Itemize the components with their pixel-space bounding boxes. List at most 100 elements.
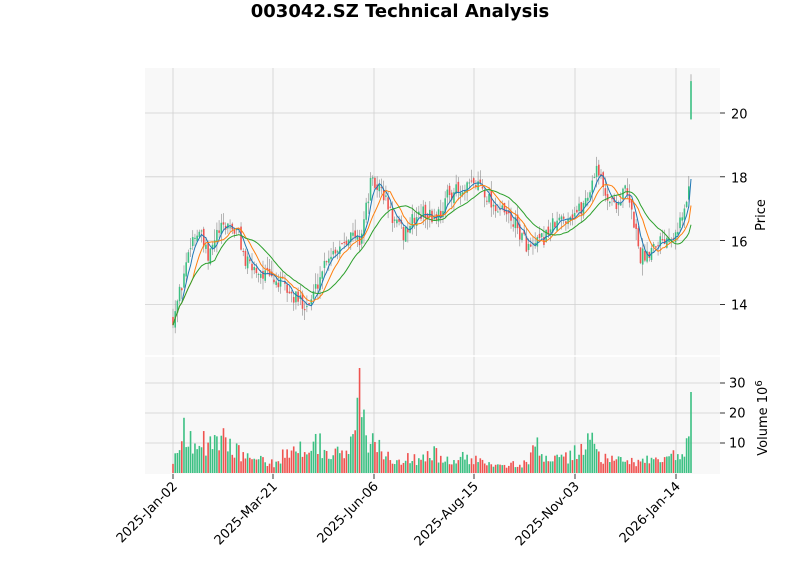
candle-body bbox=[685, 201, 688, 208]
candle-body bbox=[284, 281, 286, 284]
candle-body bbox=[655, 246, 657, 248]
volume-bar bbox=[677, 454, 679, 473]
volume-bar bbox=[270, 459, 273, 473]
volume-bar bbox=[422, 454, 425, 473]
volume-bar bbox=[661, 462, 664, 473]
volume-bar bbox=[371, 433, 374, 473]
price-tick-label: 14 bbox=[731, 299, 748, 314]
candle-body bbox=[508, 210, 510, 214]
volume-bar bbox=[321, 458, 324, 473]
volume-bar bbox=[655, 457, 657, 473]
price-axis-label: Price bbox=[754, 199, 769, 231]
volume-bar bbox=[554, 455, 556, 473]
volume-bar bbox=[521, 467, 523, 473]
volume-bar bbox=[259, 455, 262, 473]
candle-body bbox=[584, 198, 587, 207]
volume-bar bbox=[360, 417, 363, 473]
candle-body bbox=[615, 202, 618, 210]
volume-bar bbox=[398, 459, 400, 473]
moving-averages bbox=[172, 174, 692, 326]
candle-body bbox=[571, 214, 574, 219]
volume-bar bbox=[540, 454, 543, 473]
candle-body bbox=[393, 219, 396, 221]
volume-bar bbox=[404, 460, 407, 473]
candle-body bbox=[290, 291, 293, 294]
volume-tick-label: 20 bbox=[729, 407, 746, 422]
candle-body bbox=[470, 180, 473, 182]
volume-bar bbox=[446, 456, 449, 473]
volume-bar bbox=[220, 435, 223, 473]
candle-body bbox=[666, 238, 668, 248]
candle-body bbox=[472, 178, 475, 184]
candle-body bbox=[595, 165, 598, 178]
volume-bar bbox=[275, 461, 277, 473]
candle-body bbox=[461, 192, 464, 196]
volume-bar bbox=[483, 463, 486, 473]
volume-bar bbox=[240, 461, 242, 473]
volume-bar bbox=[319, 433, 321, 473]
volume-bar bbox=[593, 443, 596, 473]
x-tick-label: 2026-Jan-14 bbox=[617, 479, 684, 546]
volume-bar bbox=[391, 463, 394, 473]
volume-bar bbox=[306, 454, 308, 473]
candle-body bbox=[562, 216, 565, 219]
candle-body bbox=[668, 238, 670, 242]
candle-body bbox=[494, 205, 497, 212]
candle-body bbox=[382, 189, 385, 201]
volume-bar bbox=[191, 453, 194, 473]
volume-bar bbox=[624, 461, 626, 473]
candle-body bbox=[349, 232, 352, 243]
candle-body bbox=[446, 189, 449, 198]
volume-bar bbox=[628, 464, 631, 473]
volume-bar bbox=[343, 458, 346, 473]
volume-bar bbox=[613, 460, 615, 473]
volume-bar bbox=[409, 463, 411, 473]
volume-bar bbox=[292, 446, 295, 473]
volume-bar bbox=[516, 466, 519, 473]
candle-body bbox=[356, 235, 359, 240]
volume-bar bbox=[534, 446, 536, 473]
candle-body bbox=[529, 244, 532, 247]
volume-bar bbox=[387, 451, 389, 473]
candle-body bbox=[389, 206, 392, 208]
volume-bar bbox=[365, 435, 367, 473]
volume-tick-label: 10 bbox=[729, 437, 746, 452]
volume-bar bbox=[308, 452, 310, 473]
candle-body bbox=[492, 204, 495, 207]
volume-bar bbox=[606, 458, 609, 473]
volume-bar bbox=[378, 439, 381, 473]
candle-body bbox=[429, 209, 431, 217]
volume-bar bbox=[663, 457, 666, 473]
candle-body bbox=[659, 236, 662, 247]
volume-bar bbox=[174, 453, 176, 473]
volume-bar bbox=[584, 449, 587, 473]
volume-bar bbox=[310, 450, 313, 473]
volume-bar bbox=[227, 451, 229, 473]
candle-body bbox=[273, 279, 275, 283]
candle-body bbox=[209, 248, 212, 264]
candle-body bbox=[573, 212, 576, 217]
volume-bar bbox=[238, 445, 240, 473]
candle-body bbox=[637, 228, 640, 247]
candle-body bbox=[503, 202, 506, 213]
volume-bar bbox=[448, 464, 451, 473]
volume-bar bbox=[578, 454, 580, 473]
candle-body bbox=[672, 238, 675, 240]
volume-bar bbox=[284, 457, 286, 473]
candle-body bbox=[391, 208, 394, 224]
volume-bar bbox=[543, 461, 545, 473]
candle-body bbox=[486, 200, 488, 202]
candle-body bbox=[576, 209, 578, 213]
candle-body bbox=[455, 184, 457, 194]
volume-bar bbox=[514, 467, 517, 473]
candle-body bbox=[196, 235, 198, 242]
volume-bar bbox=[668, 456, 670, 473]
candle-body bbox=[325, 261, 328, 263]
volume-bar bbox=[376, 452, 378, 473]
volume-axis-label-text: Volume 10 bbox=[756, 387, 771, 456]
candle-body bbox=[317, 284, 319, 289]
volume-bar bbox=[374, 441, 376, 473]
volume-bar bbox=[598, 451, 600, 473]
candle-body bbox=[198, 231, 201, 237]
volume-bar bbox=[475, 455, 477, 473]
